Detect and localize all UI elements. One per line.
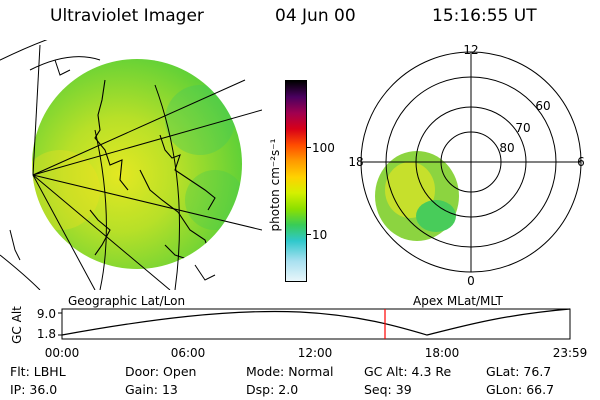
info-gain: Gain: 13 xyxy=(125,382,178,397)
time-tick-1200: 12:00 xyxy=(298,346,333,360)
mlt-label-12: 12 xyxy=(463,43,478,57)
colorbar-units-label: photon cm⁻²s⁻¹ xyxy=(268,138,282,232)
mlt-label-18: 18 xyxy=(348,155,363,169)
geographic-caption: Geographic Lat/Lon xyxy=(68,294,186,308)
instrument-title: Ultraviolet Imager xyxy=(50,6,204,26)
time-tick-1800: 18:00 xyxy=(425,346,460,360)
mlt-label-6: 6 xyxy=(577,155,585,169)
time-label: 15:16:55 UT xyxy=(432,6,537,26)
info-door: Door: Open xyxy=(125,364,197,379)
info-flt: Flt: LBHL xyxy=(10,364,66,379)
date-label: 04 Jun 00 xyxy=(275,6,356,26)
alt-axis-label: GC Alt xyxy=(10,306,24,344)
alt-tick-1-8: 1.8 xyxy=(37,327,56,341)
coastlines xyxy=(44,79,216,269)
colorbar xyxy=(285,80,307,282)
info-seq: Seq: 39 xyxy=(364,382,412,397)
info-glat: GLat: 76.7 xyxy=(486,364,552,379)
info-gc-alt: GC Alt: 4.3 Re xyxy=(364,364,452,379)
colorbar-tick-mark xyxy=(306,147,311,148)
time-tick-0000: 00:00 xyxy=(45,346,80,360)
lat-lon-grid xyxy=(0,40,262,290)
geographic-auroral-image xyxy=(0,40,262,290)
altitude-timeline: 9.0 1.8 GC Alt 00:00 06:00 12:00 18:00 2… xyxy=(10,306,588,360)
mlat-label-70: 70 xyxy=(515,121,530,135)
polar-caption: Apex MLat/MLT xyxy=(413,294,503,308)
info-dsp: Dsp: 2.0 xyxy=(246,382,299,397)
alt-tick-9: 9.0 xyxy=(37,307,56,321)
info-glon: GLon: 66.7 xyxy=(486,382,555,397)
colorbar-tick-10: 10 xyxy=(312,228,328,242)
polar-auroral-region xyxy=(375,151,459,241)
altitude-curve xyxy=(61,308,571,336)
info-ip: IP: 36.0 xyxy=(10,382,58,397)
colorbar-tick-100: 100 xyxy=(312,141,335,155)
info-mode: Mode: Normal xyxy=(246,364,334,379)
image-disk xyxy=(32,59,242,269)
polar-grid xyxy=(360,51,582,273)
timeline-frame xyxy=(61,308,571,340)
outer-coastlines xyxy=(9,59,216,281)
mlat-label-60: 60 xyxy=(535,99,550,113)
polar-mlat-mlt-plot: 12 18 6 0 60 70 80 xyxy=(348,43,585,288)
time-tick-2359: 23:59 xyxy=(553,346,588,360)
colorbar-tick-mark xyxy=(306,234,311,235)
time-tick-0600: 06:00 xyxy=(171,346,206,360)
mlt-label-0: 0 xyxy=(467,274,475,288)
mlat-label-80: 80 xyxy=(499,141,514,155)
